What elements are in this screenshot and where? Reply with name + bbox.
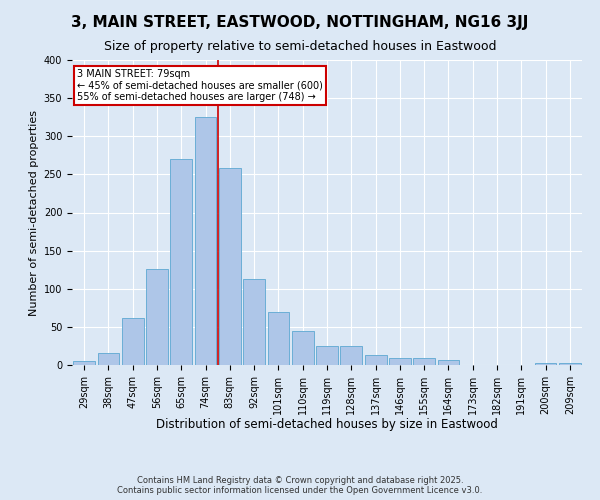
Bar [146,269,168,365]
Bar [73,361,95,365]
Bar [437,360,460,365]
Bar [268,312,289,365]
Bar [389,358,411,365]
Bar [219,168,241,365]
Bar [194,117,217,365]
Bar [97,353,119,365]
Bar [340,346,362,365]
Text: 3, MAIN STREET, EASTWOOD, NOTTINGHAM, NG16 3JJ: 3, MAIN STREET, EASTWOOD, NOTTINGHAM, NG… [71,15,529,30]
Bar [170,159,192,365]
Bar [535,364,556,365]
Bar [559,364,581,365]
Text: Size of property relative to semi-detached houses in Eastwood: Size of property relative to semi-detach… [104,40,496,53]
Bar [365,355,386,365]
Text: Contains HM Land Registry data © Crown copyright and database right 2025.
Contai: Contains HM Land Registry data © Crown c… [118,476,482,495]
Bar [243,279,265,365]
X-axis label: Distribution of semi-detached houses by size in Eastwood: Distribution of semi-detached houses by … [156,418,498,432]
Bar [292,330,314,365]
Text: 3 MAIN STREET: 79sqm
← 45% of semi-detached houses are smaller (600)
55% of semi: 3 MAIN STREET: 79sqm ← 45% of semi-detac… [77,69,323,102]
Bar [413,358,435,365]
Bar [316,346,338,365]
Y-axis label: Number of semi-detached properties: Number of semi-detached properties [29,110,40,316]
Bar [122,318,143,365]
